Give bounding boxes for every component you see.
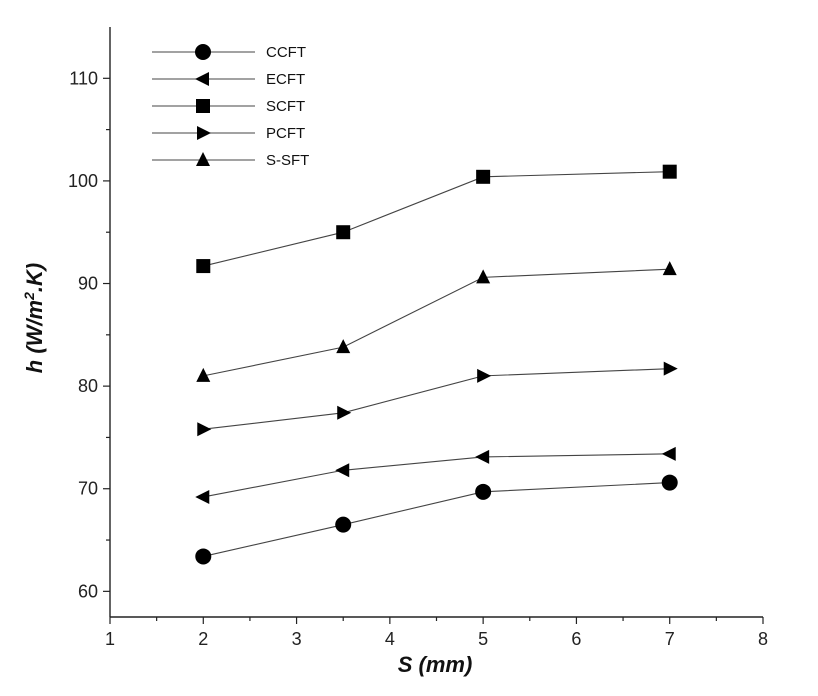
y-axis-title: h (W/m2.K) — [21, 263, 47, 373]
data-point-ccft — [661, 474, 678, 491]
legend-label: CCFT — [266, 44, 306, 61]
series-group — [195, 164, 678, 565]
legend-marker — [196, 99, 210, 113]
series-line-ecft — [203, 453, 670, 498]
series-s-sft — [196, 261, 677, 382]
data-point-ccft — [475, 483, 492, 500]
legend-label: PCFT — [266, 125, 305, 142]
x-axis-title: S (mm) — [398, 652, 473, 677]
data-point-ecft — [661, 446, 676, 461]
y-axis-label-superscript: 2 — [21, 292, 37, 301]
legend-label: ECFT — [266, 71, 305, 88]
y-axis-label-unit: (W/m — [22, 300, 47, 354]
legend-item-ccft: CCFT — [152, 44, 306, 61]
data-point-ecft — [195, 489, 210, 504]
y-tick-label: 110 — [69, 68, 98, 88]
data-point-scft — [336, 225, 351, 240]
x-tick-label: 5 — [478, 629, 488, 649]
series-line-ccft — [203, 482, 670, 557]
data-point-ccft — [335, 516, 352, 533]
x-tick-label: 6 — [571, 629, 581, 649]
legend-item-scft: SCFT — [152, 98, 305, 115]
x-axis-label-unit: (mm) — [419, 652, 473, 677]
x-tick-label: 7 — [665, 629, 675, 649]
legend-marker — [195, 44, 211, 60]
data-point-ccft — [195, 548, 212, 565]
x-tick-label: 4 — [385, 629, 395, 649]
series-ecft — [195, 446, 676, 504]
data-point-s-sft — [336, 339, 351, 354]
series-line-pcft — [203, 368, 670, 430]
legend-label: SCFT — [266, 98, 305, 115]
x-tick-label: 8 — [758, 629, 768, 649]
data-point-ecft — [335, 463, 350, 478]
legend-item-s-sft: S-SFT — [152, 152, 309, 169]
y-axis-label-unit-end: .K) — [22, 263, 47, 292]
data-point-pcft — [477, 368, 492, 383]
legend-marker — [196, 152, 210, 166]
x-tick-label: 2 — [198, 629, 208, 649]
y-axis-label-main: h — [22, 360, 47, 373]
axes — [109, 27, 763, 618]
legend-label: S-SFT — [266, 152, 309, 169]
data-point-s-sft — [196, 367, 211, 382]
y-tick-label: 100 — [68, 171, 98, 191]
legend-marker — [195, 72, 209, 86]
data-point-ecft — [475, 449, 490, 464]
legend-item-ecft: ECFT — [152, 71, 305, 88]
data-point-scft — [662, 164, 677, 179]
y-tick-label: 80 — [78, 376, 98, 396]
y-tick-label: 90 — [78, 274, 98, 294]
data-point-scft — [476, 169, 491, 184]
x-tick-label: 3 — [292, 629, 302, 649]
legend-item-pcft: PCFT — [152, 125, 305, 142]
data-point-pcft — [663, 361, 678, 376]
x-axis-label-main: S — [398, 652, 413, 677]
series-scft — [196, 164, 677, 274]
series-line-scft — [203, 171, 670, 267]
x-tick-label: 1 — [105, 629, 115, 649]
series-ccft — [195, 474, 678, 565]
data-point-s-sft — [476, 269, 491, 284]
y-tick-label: 60 — [78, 581, 98, 601]
ticks: 1 2 3 4 5 6 7 8 60 70 80 90 100 110 — [68, 68, 768, 649]
legend: CCFT ECFT SCFT PCFT S-SFT — [152, 44, 309, 169]
data-point-pcft — [337, 405, 352, 420]
data-point-scft — [196, 259, 211, 274]
series-pcft — [197, 361, 678, 437]
data-point-s-sft — [662, 261, 677, 276]
y-tick-label: 70 — [78, 479, 98, 499]
legend-marker — [197, 126, 211, 140]
data-point-pcft — [197, 422, 212, 437]
series-line-s-sft — [203, 268, 670, 377]
